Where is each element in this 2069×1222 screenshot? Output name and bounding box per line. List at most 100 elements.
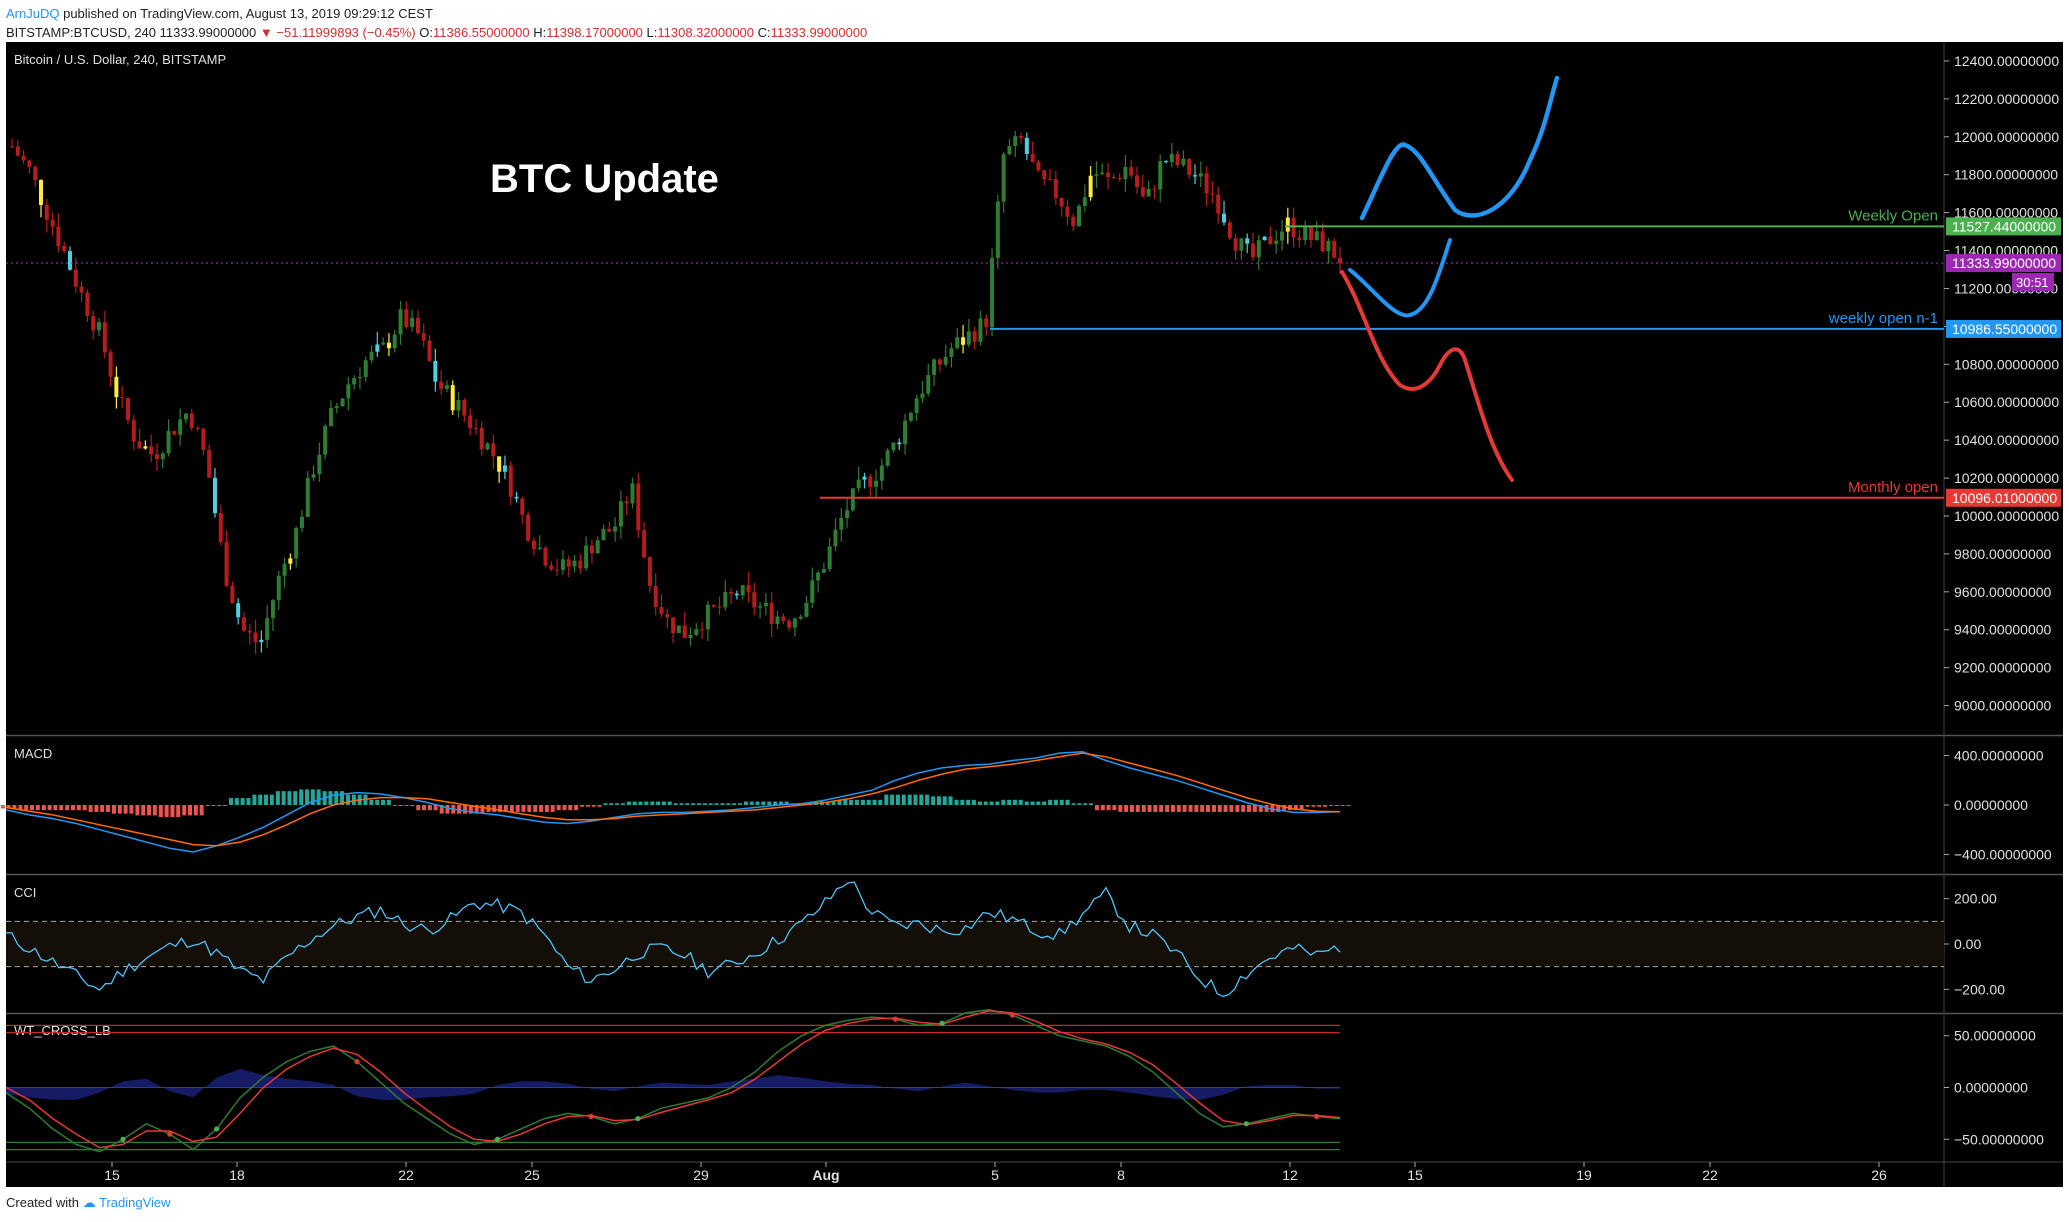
macd-histogram-bar [422,805,427,811]
time-tick-label: 15 [104,1167,120,1183]
candle-body [961,337,966,345]
candle-body [514,496,519,499]
wt-tick-label: −50.00000000 [1954,1131,2044,1147]
candle-body [1297,237,1302,241]
candle-body [1338,257,1342,264]
macd-histogram-bar [609,803,614,805]
macd-histogram-bar [714,803,719,805]
macd-histogram-bar [1311,805,1316,807]
candle-body [688,634,693,639]
time-tick-label: 18 [229,1167,245,1183]
candle-body [891,442,896,451]
macd-histogram-bar [644,801,649,805]
candle-body [856,479,861,489]
candle-body [700,629,705,631]
macd-histogram-bar [1229,805,1234,812]
macd-histogram-bar [597,805,602,807]
candle-body [1268,236,1273,244]
candle-body [1216,194,1221,214]
chart-annotation-title: BTC Update [490,157,719,201]
candle-body [607,528,612,532]
candle-body [1309,226,1314,240]
macd-histogram-bar [726,803,731,805]
candle-body [178,419,183,435]
open-label: O: [419,25,433,40]
candle-body [44,204,49,220]
macd-histogram-bar [293,791,298,805]
candle-body [1024,138,1029,154]
candle-body [352,378,357,385]
macd-histogram-bar [767,801,772,805]
macd-histogram-bar [164,805,169,818]
candle-body [172,430,177,435]
candle-body [618,501,623,527]
macd-histogram-bar [907,794,912,805]
macd-histogram-bar [199,805,204,816]
candle-body [595,540,600,554]
candle-body [247,630,252,633]
macd-histogram-bar [1059,799,1064,805]
candle-body [694,629,699,635]
macd-histogram-bar [82,805,87,811]
macd-histogram-bar [147,805,152,816]
macd-histogram-bar [562,805,567,811]
macd-histogram-bar [737,803,742,805]
candle-body [253,632,258,643]
tradingview-link[interactable]: TradingView [99,1195,171,1210]
candle-body [1048,179,1053,181]
chart-header: ArnJuDQ published on TradingView.com, Au… [6,4,867,42]
macd-histogram-bar [515,805,520,812]
macd-histogram-bar [1305,805,1310,807]
macd-histogram-bar [287,791,292,805]
macd-histogram-bar [1346,805,1351,806]
candle-body [1146,188,1151,197]
macd-histogram-bar [1334,805,1339,806]
candle-body [1082,197,1087,206]
candle-body [50,219,55,227]
macd-histogram-bar [275,791,280,805]
candle-body [473,427,478,429]
macd-histogram-bar [30,805,35,811]
macd-histogram-bar [825,801,830,805]
macd-histogram-bar [386,799,391,805]
macd-histogram-bar [59,805,64,811]
candle-body [1320,231,1325,252]
footer: Created with ☁ TradingView [6,1195,171,1211]
price-tick-label: 9200.00000000 [1954,660,2052,676]
macd-histogram-bar [305,789,310,805]
macd-histogram-bar [872,799,877,805]
macd-histogram-bar [269,794,274,805]
candle-body [816,572,821,581]
high-label: H: [533,25,547,40]
macd-histogram-bar [264,794,269,805]
macd-histogram-bar [1258,805,1263,812]
candle-body [340,398,345,407]
candle-body [450,385,455,411]
publisher-name[interactable]: ArnJuDQ [6,6,60,21]
wt-cross-dot [1009,1012,1015,1018]
macd-histogram-bar [884,794,889,805]
macd-histogram-bar [340,791,345,805]
macd-histogram-bar [1053,799,1058,805]
candle-body [154,454,159,460]
candle-body [346,384,351,399]
candle-body [1135,175,1140,188]
candle-body [531,540,536,550]
macd-histogram-bar [1299,805,1304,811]
candle-body [624,501,629,504]
macd-histogram-bar [112,805,117,814]
macd-histogram-bar [749,801,754,805]
candle-body [984,318,989,328]
macd-histogram-bar [404,805,409,806]
time-tick-label: Aug [812,1167,839,1183]
candle-body [729,592,734,594]
macd-histogram-bar [35,805,40,811]
macd-histogram-bar [1176,805,1181,812]
candle-body [1117,177,1122,180]
macd-histogram-bar [1182,805,1187,812]
macd-histogram-bar [913,794,918,805]
macd-histogram-bar [977,801,982,805]
macd-histogram-bar [252,794,257,805]
macd-histogram-bar [989,801,994,805]
